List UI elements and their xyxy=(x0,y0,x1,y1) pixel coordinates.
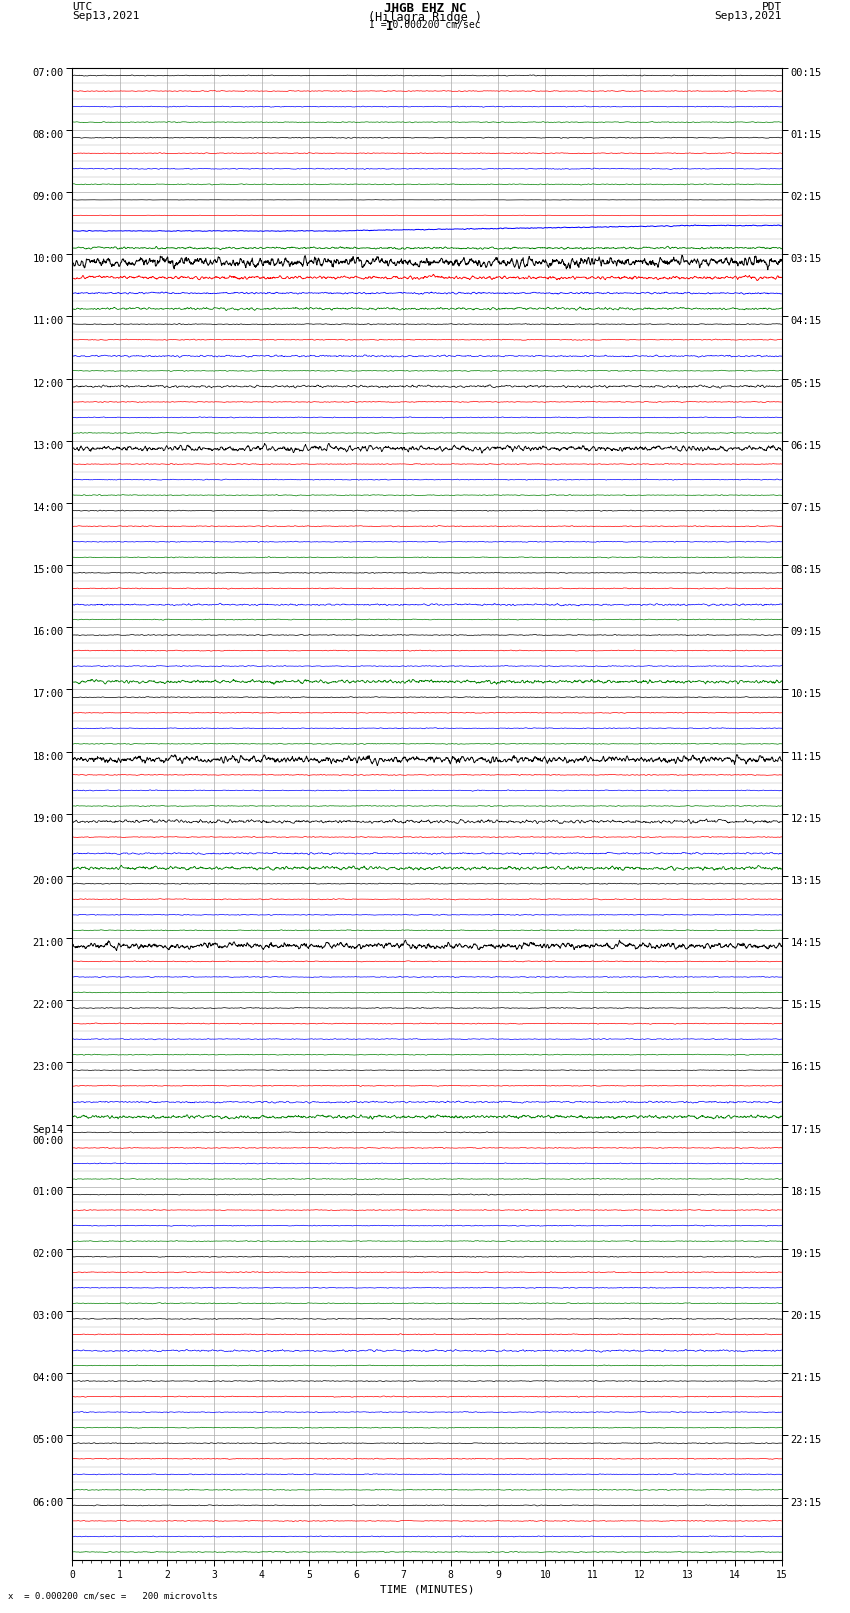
Text: UTC: UTC xyxy=(72,3,93,13)
Text: Sep13,2021: Sep13,2021 xyxy=(715,11,782,21)
Text: Sep13,2021: Sep13,2021 xyxy=(72,11,139,21)
Text: I = 0.000200 cm/sec: I = 0.000200 cm/sec xyxy=(369,19,481,31)
Text: I: I xyxy=(386,19,393,32)
Text: JHGB EHZ NC: JHGB EHZ NC xyxy=(383,3,467,16)
Text: PDT: PDT xyxy=(762,3,782,13)
Text: x  = 0.000200 cm/sec =   200 microvolts: x = 0.000200 cm/sec = 200 microvolts xyxy=(8,1590,218,1600)
X-axis label: TIME (MINUTES): TIME (MINUTES) xyxy=(380,1584,474,1594)
Text: (Hilagra Ridge ): (Hilagra Ridge ) xyxy=(368,11,482,24)
